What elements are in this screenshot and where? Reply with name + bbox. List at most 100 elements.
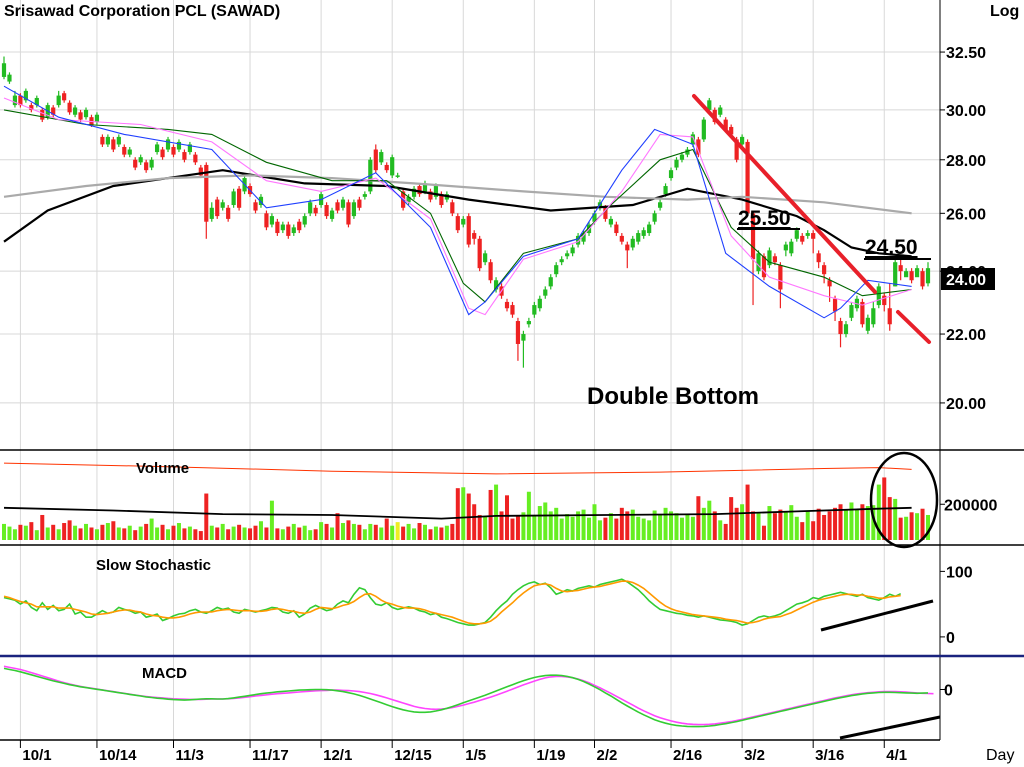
y-tick-label: 28.00 bbox=[946, 153, 986, 170]
volume-bar bbox=[696, 496, 701, 540]
candle-body bbox=[800, 235, 805, 242]
last-price-label: 24.00 bbox=[946, 272, 986, 289]
volume-bar bbox=[805, 510, 810, 540]
candle-body bbox=[171, 146, 176, 155]
candle-body bbox=[603, 207, 608, 219]
candle-body bbox=[543, 289, 548, 296]
candle-body bbox=[209, 207, 214, 219]
volume-bar bbox=[220, 523, 225, 540]
x-tick-label: 1/5 bbox=[465, 747, 486, 764]
candle-body bbox=[772, 256, 778, 263]
volume-bar bbox=[488, 489, 493, 540]
volume-bar bbox=[559, 518, 564, 540]
candle-body bbox=[871, 308, 876, 325]
volume-bar bbox=[18, 524, 23, 540]
candle-body bbox=[335, 202, 340, 211]
volume-bar bbox=[630, 509, 635, 540]
macd-line bbox=[3, 667, 929, 728]
volume-bar bbox=[89, 527, 94, 540]
volume-bar bbox=[51, 524, 56, 540]
volume-bar bbox=[554, 507, 559, 540]
candle-body bbox=[461, 218, 466, 225]
candle-body bbox=[832, 298, 838, 312]
candle-body bbox=[193, 154, 198, 163]
x-tick-label: 10/14 bbox=[99, 747, 137, 764]
candle-body bbox=[565, 253, 570, 257]
candle-body bbox=[1, 63, 7, 77]
volume-bar bbox=[772, 513, 777, 540]
volume-bar bbox=[335, 513, 340, 540]
annotations bbox=[692, 94, 941, 740]
candle-body bbox=[750, 213, 756, 260]
candle-body bbox=[72, 107, 78, 115]
candle-body bbox=[182, 152, 187, 160]
macd-panel bbox=[3, 665, 934, 728]
candle-body bbox=[767, 250, 772, 266]
volume-bar bbox=[324, 523, 329, 540]
x-tick-label: 3/16 bbox=[815, 747, 844, 764]
volume-bar bbox=[778, 509, 783, 540]
candle-body bbox=[351, 202, 357, 217]
candle-body bbox=[920, 271, 925, 287]
x-tick-label: 10/1 bbox=[22, 747, 51, 764]
x-tick-label: 12/1 bbox=[323, 747, 352, 764]
volume-bar bbox=[94, 529, 99, 540]
volume-bar bbox=[433, 526, 438, 540]
volume-bar bbox=[822, 514, 827, 540]
volume-bar bbox=[105, 523, 110, 540]
volume-bar bbox=[122, 528, 127, 540]
volume-bar bbox=[401, 526, 406, 540]
candle-body bbox=[783, 244, 788, 251]
candle-body bbox=[690, 134, 695, 145]
moving-average-line bbox=[3, 85, 912, 319]
candle-body bbox=[439, 194, 444, 206]
x-tick-label: 1/19 bbox=[536, 747, 565, 764]
volume-bar bbox=[111, 521, 116, 540]
candle-body bbox=[7, 74, 12, 82]
volume-bar bbox=[7, 526, 12, 540]
volume-bar bbox=[275, 528, 280, 540]
volume-bar bbox=[893, 498, 898, 540]
volume-bar bbox=[761, 525, 766, 540]
volume-bar bbox=[319, 522, 324, 540]
volume-bar bbox=[428, 529, 433, 540]
volume-bar bbox=[816, 508, 821, 540]
candle-body bbox=[849, 305, 854, 318]
candle-body bbox=[165, 139, 171, 150]
candle-body bbox=[510, 305, 515, 315]
candle-body bbox=[428, 191, 433, 200]
candle-body bbox=[111, 139, 116, 150]
volume-bar bbox=[171, 525, 176, 540]
candle-body bbox=[614, 224, 619, 234]
volume-bar bbox=[368, 523, 373, 540]
volume-bar bbox=[619, 507, 624, 540]
candle-body bbox=[537, 298, 542, 309]
y-tick-label: 22.00 bbox=[946, 327, 986, 344]
volume-bar bbox=[543, 502, 548, 540]
volume-bar bbox=[898, 517, 903, 540]
volume-bar bbox=[23, 525, 28, 540]
volume-bar bbox=[729, 497, 734, 540]
volume-bar bbox=[340, 523, 345, 540]
volume-bar bbox=[127, 525, 132, 540]
candle-body bbox=[729, 126, 734, 135]
candle-body bbox=[483, 253, 488, 263]
volume-bar bbox=[390, 525, 395, 540]
volume-bar bbox=[767, 506, 772, 540]
volume-highlight-circle bbox=[869, 451, 939, 549]
candle-body bbox=[740, 136, 745, 145]
candle-body bbox=[515, 321, 521, 344]
candle-body bbox=[390, 157, 395, 176]
volume-bar bbox=[138, 526, 143, 540]
volume-bar bbox=[800, 522, 805, 540]
volume-bar bbox=[833, 507, 838, 540]
candle-body bbox=[477, 238, 482, 269]
volume-bar bbox=[887, 497, 892, 540]
y-tick-label: 26.00 bbox=[946, 206, 986, 223]
volume-bar bbox=[669, 511, 674, 540]
stochastic-tick-label: 0 bbox=[946, 630, 955, 647]
volume-bar bbox=[641, 518, 646, 540]
candle-body bbox=[914, 268, 920, 278]
y-tick-label: 20.00 bbox=[946, 396, 986, 413]
